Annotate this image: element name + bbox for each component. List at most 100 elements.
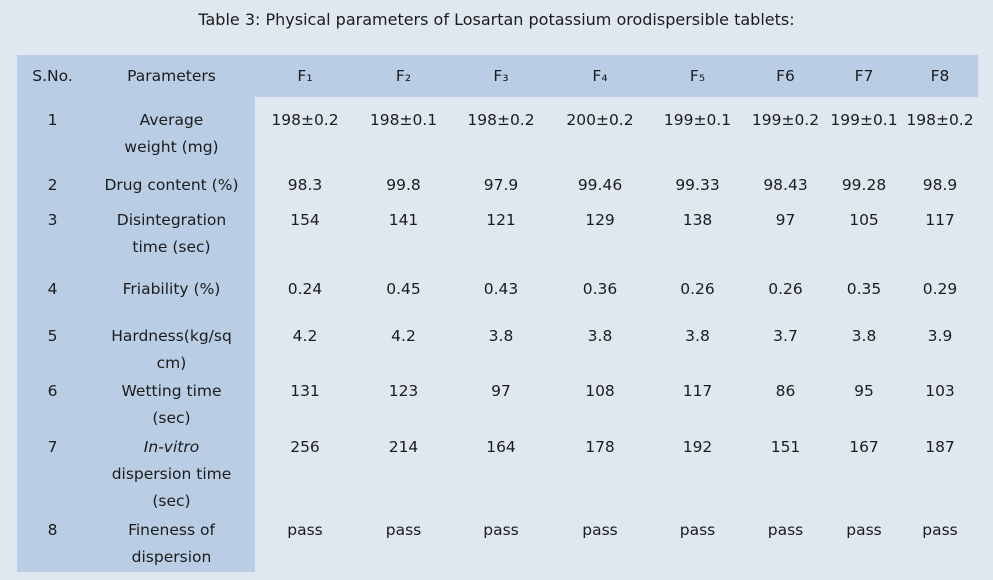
table-row: 2 Drug content (%) 98.3 99.8 97.9 99.46 99.33 9… <box>17 172 978 207</box>
parameter-cell: Friability (%) <box>88 272 255 320</box>
table-row: 3 Disintegration time (sec) 154 141 121 129 138… <box>17 207 978 272</box>
value-cell: 214 <box>355 433 452 517</box>
table-row: 7 In-vitro dispersion time (sec) 256 214 164 17… <box>17 433 978 517</box>
parameter-line: Disintegration <box>116 211 227 229</box>
value-cell: 0.26 <box>745 272 826 320</box>
value-cell: 154 <box>255 207 355 272</box>
value-cell: 200±0.2 <box>550 97 650 172</box>
table-row: 6 Wetting time (sec) 131 123 97 108 117 86 95 103 <box>17 378 978 433</box>
header-cell: S.No. <box>17 55 88 97</box>
serial-cell: 2 <box>17 172 88 207</box>
table-row: 1 Average weight (mg) 198±0.2 198±0.1 198±0.2… <box>17 97 978 172</box>
value-cell: 117 <box>902 207 978 272</box>
serial-cell: 6 <box>17 378 88 433</box>
value-cell: pass <box>355 517 452 572</box>
value-cell: 3.8 <box>452 320 550 378</box>
parameter-cell: In-vitro dispersion time (sec) <box>88 433 255 517</box>
value-cell: 256 <box>255 433 355 517</box>
value-cell: pass <box>745 517 826 572</box>
serial-cell: 4 <box>17 272 88 320</box>
serial-cell: 5 <box>17 320 88 378</box>
value-cell: 99.46 <box>550 172 650 207</box>
value-cell: 198±0.2 <box>902 97 978 172</box>
parameter-line: Drug content (%) <box>104 176 239 194</box>
parameter-line: Friability (%) <box>122 280 221 298</box>
value-cell: 0.29 <box>902 272 978 320</box>
parameter-cell: Hardness(kg/sq cm) <box>88 320 255 378</box>
value-cell: 0.45 <box>355 272 452 320</box>
value-cell: 0.26 <box>650 272 745 320</box>
value-cell: 0.36 <box>550 272 650 320</box>
parameter-line: Hardness(kg/sq <box>111 327 232 345</box>
parameter-line: Wetting time <box>121 382 222 400</box>
value-cell: 198±0.2 <box>255 97 355 172</box>
value-cell: 97.9 <box>452 172 550 207</box>
value-cell: 187 <box>902 433 978 517</box>
value-cell: pass <box>255 517 355 572</box>
value-cell: 3.8 <box>550 320 650 378</box>
parameter-cell: Disintegration time (sec) <box>88 207 255 272</box>
serial-cell: 7 <box>17 433 88 517</box>
parameter-line: Average <box>139 111 204 129</box>
header-cell: F₁ <box>255 55 355 97</box>
header-cell: F₃ <box>452 55 550 97</box>
table-body: 1 Average weight (mg) 198±0.2 198±0.1 198±0.2… <box>17 97 978 572</box>
parameter-line: (sec) <box>152 409 191 427</box>
value-cell: 99.28 <box>826 172 902 207</box>
table-row: 8 Fineness of dispersion pass pass pass pass pa… <box>17 517 978 572</box>
parameter-line: In-vitro <box>143 438 200 456</box>
value-cell: 98.9 <box>902 172 978 207</box>
header-cell: F₂ <box>355 55 452 97</box>
value-cell: 178 <box>550 433 650 517</box>
value-cell: pass <box>902 517 978 572</box>
value-cell: 138 <box>650 207 745 272</box>
parameter-line: time (sec) <box>132 238 211 256</box>
value-cell: 108 <box>550 378 650 433</box>
parameter-line: Fineness of <box>128 521 215 539</box>
value-cell: 98.43 <box>745 172 826 207</box>
parameter-line: weight (mg) <box>124 138 219 156</box>
header-row: S.No. Parameters F₁ F₂ F₃ F₄ F₅ F6 F7 F8 <box>17 55 978 97</box>
parameter-line: cm) <box>156 354 187 372</box>
value-cell: 99.33 <box>650 172 745 207</box>
value-cell: 3.9 <box>902 320 978 378</box>
header-cell: F₄ <box>550 55 650 97</box>
parameter-cell: Drug content (%) <box>88 172 255 207</box>
value-cell: 199±0.1 <box>826 97 902 172</box>
value-cell: 167 <box>826 433 902 517</box>
value-cell: 105 <box>826 207 902 272</box>
value-cell: 4.2 <box>355 320 452 378</box>
value-cell: 86 <box>745 378 826 433</box>
serial-cell: 8 <box>17 517 88 572</box>
value-cell: 199±0.2 <box>745 97 826 172</box>
value-cell: 97 <box>452 378 550 433</box>
value-cell: 3.8 <box>650 320 745 378</box>
value-cell: 0.24 <box>255 272 355 320</box>
parameters-table: S.No. Parameters F₁ F₂ F₃ F₄ F₅ F6 F7 F8 1 Average… <box>17 55 978 572</box>
value-cell: 141 <box>355 207 452 272</box>
parameter-line: dispersion time <box>111 465 232 483</box>
header-cell: Parameters <box>88 55 255 97</box>
header-cell: F8 <box>902 55 978 97</box>
value-cell: 198±0.1 <box>355 97 452 172</box>
value-cell: 97 <box>745 207 826 272</box>
value-cell: 3.7 <box>745 320 826 378</box>
parameter-cell: Fineness of dispersion <box>88 517 255 572</box>
header-cell: F6 <box>745 55 826 97</box>
value-cell: 121 <box>452 207 550 272</box>
value-cell: pass <box>452 517 550 572</box>
value-cell: 98.3 <box>255 172 355 207</box>
value-cell: 117 <box>650 378 745 433</box>
value-cell: pass <box>826 517 902 572</box>
serial-cell: 3 <box>17 207 88 272</box>
serial-cell: 1 <box>17 97 88 172</box>
table-row: 5 Hardness(kg/sq cm) 4.2 4.2 3.8 3.8 3.8 3.7 3.8 3… <box>17 320 978 378</box>
value-cell: 198±0.2 <box>452 97 550 172</box>
value-cell: 199±0.1 <box>650 97 745 172</box>
value-cell: 164 <box>452 433 550 517</box>
parameter-line: (sec) <box>152 492 191 510</box>
value-cell: pass <box>650 517 745 572</box>
value-cell: 4.2 <box>255 320 355 378</box>
value-cell: 99.8 <box>355 172 452 207</box>
